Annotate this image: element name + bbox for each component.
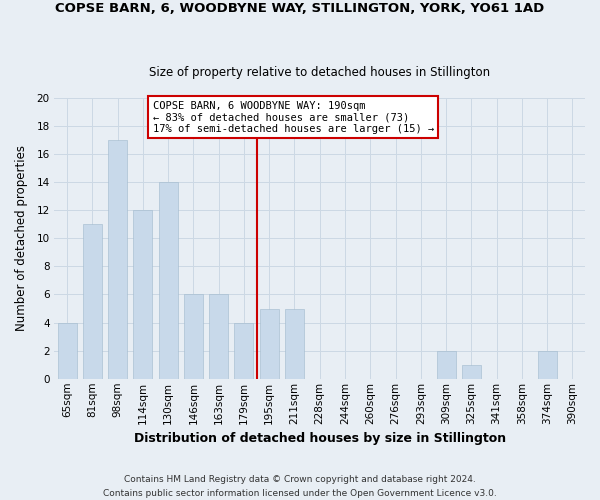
- Bar: [538, 350, 557, 379]
- Y-axis label: Number of detached properties: Number of detached properties: [15, 145, 28, 331]
- Bar: [285, 308, 304, 379]
- Text: COPSE BARN, 6, WOODBYNE WAY, STILLINGTON, YORK, YO61 1AD: COPSE BARN, 6, WOODBYNE WAY, STILLINGTON…: [55, 2, 545, 16]
- Bar: [184, 294, 203, 379]
- Bar: [235, 322, 253, 379]
- Bar: [158, 182, 178, 379]
- Bar: [83, 224, 102, 379]
- Bar: [437, 350, 455, 379]
- Bar: [209, 294, 228, 379]
- Bar: [133, 210, 152, 379]
- Text: Contains HM Land Registry data © Crown copyright and database right 2024.
Contai: Contains HM Land Registry data © Crown c…: [103, 476, 497, 498]
- Bar: [58, 322, 77, 379]
- Bar: [108, 140, 127, 379]
- Text: COPSE BARN, 6 WOODBYNE WAY: 190sqm
← 83% of detached houses are smaller (73)
17%: COPSE BARN, 6 WOODBYNE WAY: 190sqm ← 83%…: [152, 100, 434, 134]
- Bar: [462, 364, 481, 379]
- X-axis label: Distribution of detached houses by size in Stillington: Distribution of detached houses by size …: [134, 432, 506, 445]
- Title: Size of property relative to detached houses in Stillington: Size of property relative to detached ho…: [149, 66, 490, 78]
- Bar: [260, 308, 278, 379]
